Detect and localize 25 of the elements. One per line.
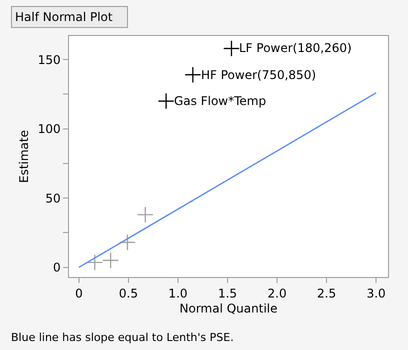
y-tick-label: 0 — [52, 260, 61, 274]
x-tick-label: 1.5 — [218, 286, 238, 300]
y-tick-label: 50 — [45, 191, 61, 206]
point — [184, 66, 202, 84]
annotation: Gas Flow*Temp — [174, 94, 266, 108]
x-axis-title: Normal Quantile — [180, 301, 278, 316]
x-tick-label: 2.5 — [317, 286, 336, 300]
annotation: LF Power(180,260) — [239, 41, 352, 55]
x-tick-label: 3.0 — [366, 286, 386, 300]
point — [158, 92, 174, 110]
point — [136, 206, 154, 223]
point — [223, 40, 240, 57]
annotation: HF Power(750,850) — [201, 68, 316, 82]
point — [119, 234, 136, 251]
x-tick-label: 1.0 — [168, 286, 188, 300]
x-tick-label: 2.0 — [267, 286, 287, 300]
x-tick-label: 0 — [75, 286, 83, 300]
chart-title: Half Normal Plot — [15, 10, 124, 24]
text: Blue line has slope equal to Lenth's PSE. — [11, 331, 234, 344]
point — [102, 252, 119, 269]
y-axis-title: Estimate — [16, 130, 31, 184]
x-tick-label: 0.5 — [118, 286, 138, 300]
y-tick-label: 100 — [38, 122, 61, 136]
y-tick-label: 150 — [38, 52, 61, 67]
point — [86, 254, 104, 271]
